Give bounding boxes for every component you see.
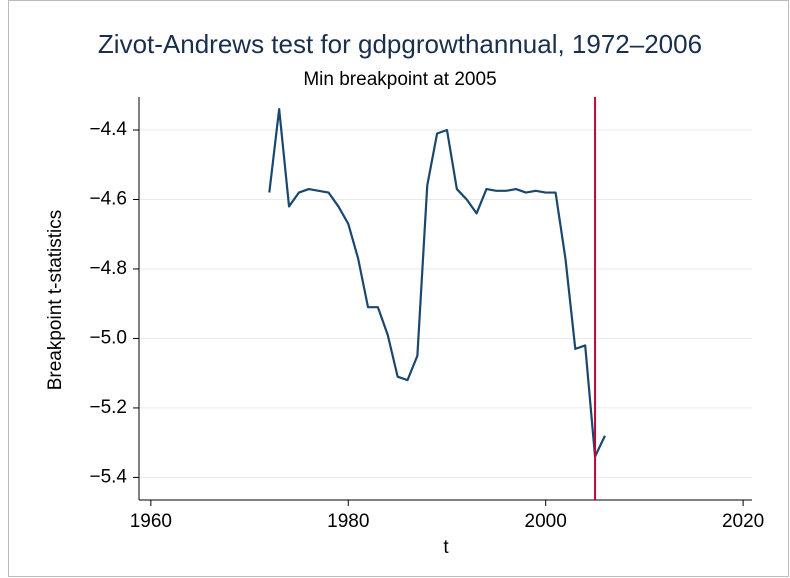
y-tick-label: −4.8 xyxy=(89,258,127,279)
x-tick-label: 2020 xyxy=(722,511,764,532)
data-line xyxy=(268,108,606,458)
y-tick-label: −4.4 xyxy=(89,119,127,140)
chart-subtitle: Min breakpoint at 2005 xyxy=(303,69,496,90)
x-tick-label: 1960 xyxy=(130,511,172,532)
x-axis-label: t xyxy=(443,537,449,558)
y-tick-label: −4.6 xyxy=(89,189,127,210)
x-tick-label: 1980 xyxy=(327,511,369,532)
y-tick-label: −5.4 xyxy=(89,466,127,487)
y-tick-label: −5.2 xyxy=(89,397,127,418)
chart-title: Zivot-Andrews test for gdpgrowthannual, … xyxy=(98,29,702,59)
y-axis-label: Breakpoint t-statistics xyxy=(45,210,66,391)
x-tick-label: 2000 xyxy=(525,511,567,532)
y-tick-label: −5.0 xyxy=(89,327,127,348)
